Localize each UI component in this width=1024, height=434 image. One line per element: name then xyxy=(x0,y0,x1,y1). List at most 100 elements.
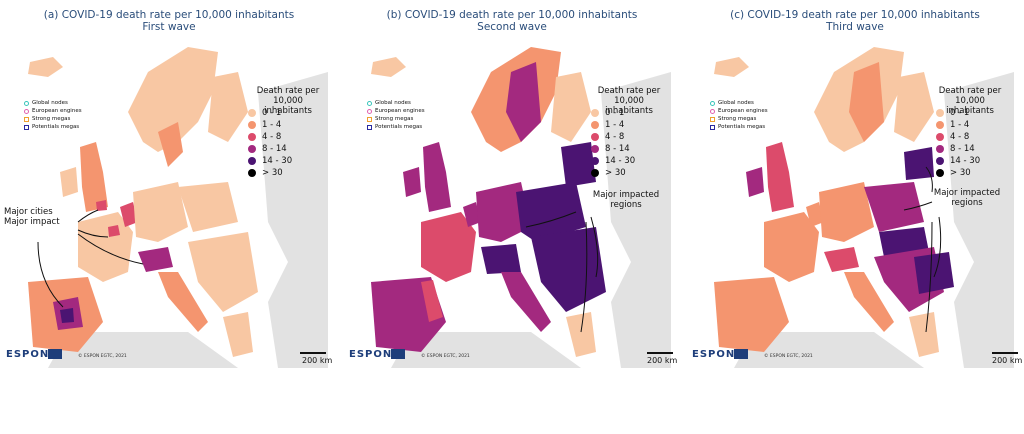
region-baltics xyxy=(561,142,596,187)
node-legend-label: European engines xyxy=(718,108,768,114)
region-bulgaria xyxy=(914,252,954,294)
annotation-arrow-paris xyxy=(77,229,109,238)
legend-label: 1 - 4 xyxy=(262,120,282,130)
non-study-area-africa xyxy=(734,332,924,368)
map-annotation: Major cities Major impact xyxy=(4,207,60,227)
european-engines-marker xyxy=(710,109,715,114)
region-france xyxy=(764,212,819,282)
region-alps-north-italy xyxy=(138,247,173,272)
legend-label: 0 - 1 xyxy=(950,108,970,118)
global-nodes-marker xyxy=(367,101,372,106)
node-legend-label: Strong megas xyxy=(718,116,757,122)
region-italy xyxy=(158,272,208,332)
espon-logo: ESPON xyxy=(692,349,736,360)
legend-title: Death rate per 10,000 inhabitants xyxy=(597,86,661,116)
annotation-line1: Major impacted xyxy=(592,190,660,200)
scale-bar xyxy=(300,352,326,354)
region-sweden xyxy=(849,62,884,142)
copyright: © ESPON EGTC, 2021 xyxy=(764,354,813,359)
legend-label: 4 - 8 xyxy=(950,132,970,142)
legend-label: 1 - 4 xyxy=(605,120,625,130)
map-panel-first-wave: (a) COVID-19 death rate per 10,000 inhab… xyxy=(0,0,338,372)
node-legend-label: Potentials megas xyxy=(32,124,80,130)
legend-swatch xyxy=(936,157,944,165)
panel-title-line1: (b) COVID-19 death rate per 10,000 inhab… xyxy=(386,9,638,21)
legend-swatch xyxy=(591,121,599,129)
node-legend-label: Strong megas xyxy=(375,116,414,122)
annotation-line2: Major impact xyxy=(4,217,60,227)
region-ireland xyxy=(746,167,764,197)
map-panel-second-wave: (b) COVID-19 death rate per 10,000 inhab… xyxy=(343,0,681,372)
espon-logo: ESPON xyxy=(6,349,50,360)
legend-label: 4 - 8 xyxy=(262,132,282,142)
region-benelux xyxy=(806,202,824,227)
region-ireland xyxy=(60,167,78,197)
region-germany xyxy=(819,182,874,242)
strong-megas-marker xyxy=(24,117,29,122)
potentials-megas-marker xyxy=(367,125,372,130)
panel-title-line1: (c) COVID-19 death rate per 10,000 inhab… xyxy=(730,9,980,21)
strong-megas-marker xyxy=(710,117,715,122)
global-nodes-marker xyxy=(710,101,715,106)
scale-label: 200 km xyxy=(647,356,678,365)
scale-label: 200 km xyxy=(992,356,1023,365)
region-iberia xyxy=(714,277,789,352)
region-alps-north-italy xyxy=(824,247,859,272)
legend-swatch xyxy=(936,169,944,177)
scale-bar xyxy=(992,352,1018,354)
legend-swatch xyxy=(248,169,256,177)
region-iceland xyxy=(371,57,406,77)
annotation-arrow-milan xyxy=(77,233,144,265)
annotation-line2: regions xyxy=(610,200,642,210)
legend-label: 8 - 14 xyxy=(262,144,287,154)
region-finland xyxy=(208,72,248,142)
strong-megas-marker xyxy=(367,117,372,122)
node-legend-label: European engines xyxy=(32,108,82,114)
annotation-arrow-madrid xyxy=(37,241,64,308)
european-engines-marker xyxy=(367,109,372,114)
region-benelux xyxy=(120,202,138,227)
region-london xyxy=(96,200,107,211)
legend-swatch xyxy=(591,157,599,165)
legend-swatch xyxy=(591,145,599,153)
legend-label: 0 - 1 xyxy=(605,108,625,118)
region-iberia-east xyxy=(421,280,443,322)
region-paris xyxy=(108,225,120,237)
europe-map xyxy=(351,32,671,368)
annotation-arrow-greece xyxy=(580,221,588,333)
node-legend-label: Global nodes xyxy=(32,100,68,106)
region-finland xyxy=(894,72,934,142)
legend-label: 4 - 8 xyxy=(605,132,625,142)
legend-swatch xyxy=(591,133,599,141)
non-study-area-africa xyxy=(48,332,238,368)
region-poland xyxy=(178,182,238,232)
region-france xyxy=(421,212,476,282)
legend-title: Death rate per 10,000 inhabitants xyxy=(256,86,320,116)
node-legend-label: European engines xyxy=(375,108,425,114)
non-study-area-east xyxy=(258,72,328,368)
node-legend-label: Strong megas xyxy=(32,116,71,122)
region-finland xyxy=(551,72,591,142)
region-uk xyxy=(80,142,108,212)
legend-label: 0 - 1 xyxy=(262,108,282,118)
legend-label: 14 - 30 xyxy=(605,156,636,166)
annotation-line1: Major impacted xyxy=(933,188,1001,198)
europe-map xyxy=(8,32,328,368)
legend-label: 14 - 30 xyxy=(262,156,293,166)
map-annotation: Major impacted regions xyxy=(591,190,661,210)
region-alps-north-italy xyxy=(481,244,521,274)
legend-swatch xyxy=(248,157,256,165)
annotation-arrow-central xyxy=(903,201,933,211)
european-engines-marker xyxy=(24,109,29,114)
region-ireland xyxy=(403,167,421,197)
copyright: © ESPON EGTC, 2021 xyxy=(78,354,127,359)
node-legend-label: Global nodes xyxy=(718,100,754,106)
region-poland xyxy=(864,182,924,232)
non-study-area-east xyxy=(944,72,1014,368)
region-uk xyxy=(423,142,451,212)
node-legend-label: Global nodes xyxy=(375,100,411,106)
legend-label: 1 - 4 xyxy=(950,120,970,130)
panel-title: (a) COVID-19 death rate per 10,000 inhab… xyxy=(0,9,338,33)
copyright: © ESPON EGTC, 2021 xyxy=(421,354,470,359)
legend-swatch xyxy=(936,145,944,153)
